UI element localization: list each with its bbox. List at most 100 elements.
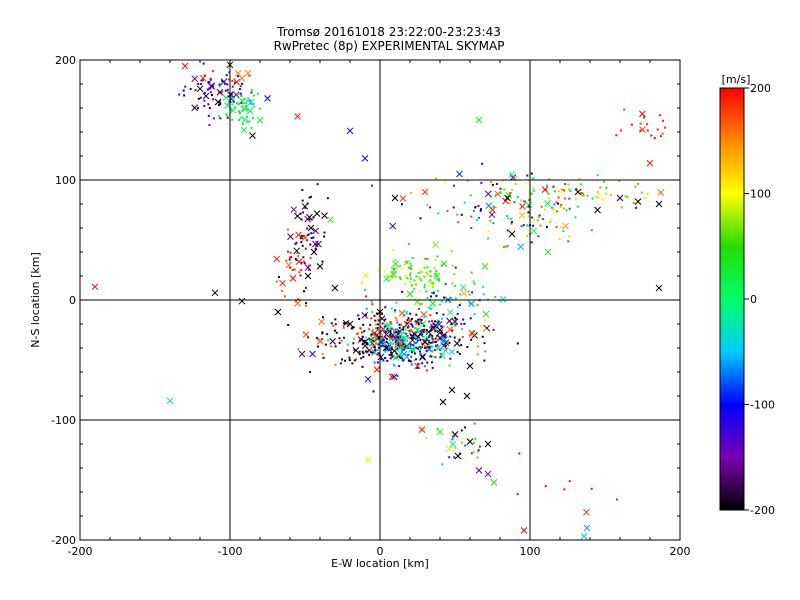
- data-point-dot: [237, 92, 240, 95]
- data-point-dot: [398, 334, 401, 337]
- data-point-dot: [410, 191, 413, 194]
- data-point-dot: [510, 222, 513, 225]
- data-point-x: [403, 320, 411, 328]
- y-tick-label: -100: [51, 414, 76, 427]
- data-point-dot: [388, 339, 391, 342]
- data-point-dot: [435, 340, 438, 343]
- data-point-dot: [381, 341, 384, 344]
- data-point-dot: [189, 88, 192, 91]
- data-point-dot: [429, 307, 432, 310]
- data-point-dot: [394, 356, 397, 359]
- data-point-dot: [295, 258, 298, 261]
- data-point-dot: [413, 359, 416, 362]
- data-point-dot: [248, 74, 251, 77]
- data-point-dot: [376, 326, 379, 329]
- data-point-dot: [520, 225, 523, 228]
- data-point-dot: [398, 276, 401, 279]
- data-point-dot: [492, 206, 495, 209]
- data-point-x: [468, 300, 475, 308]
- data-point-dot: [619, 129, 622, 132]
- data-point-dot: [301, 188, 304, 191]
- data-point-dot: [374, 349, 377, 352]
- data-point-dot: [473, 422, 476, 425]
- data-point-dot: [530, 216, 533, 219]
- data-point-x: [238, 297, 246, 305]
- data-point-dot: [316, 241, 319, 244]
- data-point-x: [264, 95, 271, 102]
- data-point-dot: [388, 347, 391, 350]
- data-point-dot: [234, 81, 237, 84]
- data-point-dot: [415, 346, 418, 349]
- data-point-x: [391, 347, 398, 355]
- data-point-dot: [550, 219, 553, 222]
- data-point-dot: [430, 327, 433, 330]
- data-point-dot: [404, 336, 407, 339]
- data-point-dot: [334, 363, 337, 366]
- data-point-dot: [418, 330, 421, 333]
- data-point-dot: [209, 91, 212, 94]
- data-point-dot: [444, 334, 447, 337]
- data-point-dot: [591, 197, 594, 200]
- data-point-dot: [289, 251, 292, 254]
- data-point-dot: [317, 345, 320, 348]
- data-point-dot: [225, 113, 228, 116]
- data-point-dot: [308, 370, 311, 373]
- data-point-dot: [208, 124, 211, 127]
- data-point-dot: [352, 342, 355, 345]
- data-point-dot: [247, 108, 250, 111]
- data-point-dot: [530, 241, 533, 244]
- data-point-dot: [461, 327, 464, 330]
- data-point-dot: [388, 335, 391, 338]
- data-point-dot: [371, 303, 374, 306]
- colorbar-bar: [719, 87, 745, 511]
- data-point-dot: [419, 318, 422, 321]
- data-point-dot: [239, 92, 242, 95]
- data-point-dot: [445, 348, 448, 351]
- data-point-dot: [334, 323, 337, 326]
- data-point-dot: [203, 91, 206, 94]
- data-point-dot: [366, 341, 369, 344]
- data-point-dot: [576, 205, 579, 208]
- data-point-dot: [391, 355, 394, 358]
- data-point-dot: [406, 335, 409, 338]
- data-point-dot: [429, 314, 432, 317]
- data-point-x: [346, 320, 354, 328]
- data-point-x: [399, 195, 407, 202]
- data-point-dot: [323, 231, 326, 234]
- data-point-x: [249, 132, 256, 139]
- data-point-x: [196, 85, 204, 93]
- data-point-dot: [428, 334, 431, 337]
- data-point-dot: [371, 184, 374, 187]
- data-point-dot: [484, 319, 487, 322]
- data-point-dot: [537, 215, 540, 218]
- data-point-dot: [409, 312, 412, 315]
- data-point-dot: [452, 206, 455, 209]
- data-point-dot: [302, 331, 305, 334]
- data-point-dot: [527, 211, 530, 214]
- data-point-dot: [224, 82, 227, 85]
- data-point-dot: [298, 271, 301, 274]
- data-point-dot: [443, 335, 446, 338]
- data-point-dot: [400, 323, 403, 326]
- data-point-dot: [277, 276, 280, 279]
- data-point-dot: [418, 307, 421, 310]
- data-point-dot: [346, 349, 349, 352]
- data-point-dot: [374, 319, 377, 322]
- data-point-dot: [436, 255, 439, 258]
- data-point-dot: [409, 262, 412, 265]
- data-point-dot: [433, 349, 436, 352]
- data-point-dot: [386, 349, 389, 352]
- data-point-dot: [417, 323, 420, 326]
- data-point-dot: [414, 283, 417, 286]
- data-point-dot: [393, 267, 396, 270]
- data-point-x: [256, 116, 264, 124]
- data-point-dot: [384, 318, 387, 321]
- data-point-dot: [229, 107, 232, 110]
- data-point-x: [657, 189, 665, 196]
- data-point-dot: [423, 316, 426, 319]
- data-point-dot: [562, 230, 565, 233]
- data-point-dot: [309, 257, 312, 260]
- data-point-dot: [523, 200, 526, 203]
- data-point-x: [388, 373, 396, 381]
- data-point-dot: [536, 219, 539, 222]
